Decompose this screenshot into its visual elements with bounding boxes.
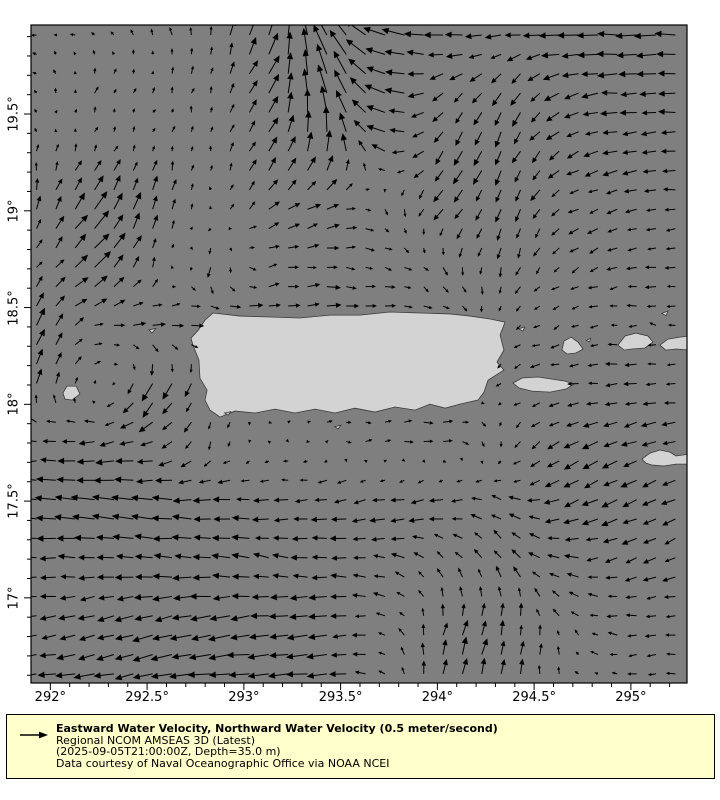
reference-arrow-icon [20,731,48,739]
x-axis-tick-label: 293° [228,690,260,705]
x-axis-tick-label: 295° [615,690,647,705]
legend-box: Eastward Water Velocity, Northward Water… [6,714,715,779]
x-axis-tick-label: 294° [421,690,454,705]
y-axis-tick-label: 18.5° [6,289,22,326]
y-axis-tick-label: 19.5° [6,96,22,132]
quiver-map-canvas [0,0,720,710]
y-axis-tick-label: 17.5° [6,483,22,519]
x-axis-tick-label: 292° [34,690,67,705]
x-axis-tick-label: 292.5° [125,690,169,705]
y-axis-tick-label: 19° [6,199,22,223]
y-axis-tick-label: 18° [6,392,22,416]
y-axis-tick-label: 17° [6,586,22,610]
x-axis-tick-label: 293.5° [318,690,363,705]
legend-credit-line: Data courtesy of Naval Oceanographic Off… [56,756,390,770]
legend-time-depth-line: (2025-09-05T21:00:00Z, Depth=35.0 m) [56,745,281,759]
x-axis-tick-label: 294.5° [512,690,556,705]
legend-text-block: Eastward Water Velocity, Northward Water… [56,723,498,769]
legend-title: Eastward Water Velocity, Northward Water… [56,722,498,735]
legend-model-line: Regional NCOM AMSEAS 3D (Latest) [56,733,255,747]
